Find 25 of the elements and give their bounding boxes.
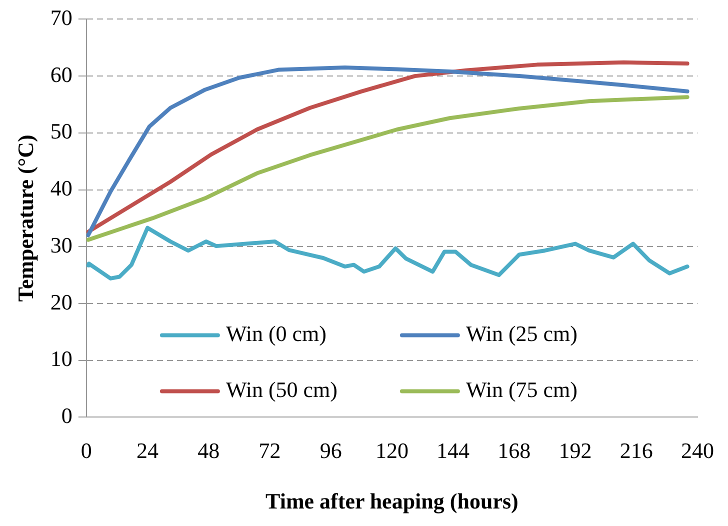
x-tick-label: 216 bbox=[620, 438, 653, 464]
x-tick-label: 168 bbox=[498, 438, 531, 464]
y-tick-label: 40 bbox=[50, 176, 72, 201]
x-tick-label: 192 bbox=[558, 438, 592, 464]
y-axis-title: Temperature (°C) bbox=[12, 134, 38, 302]
y-tick-label: 30 bbox=[50, 232, 72, 258]
x-tick-label: 120 bbox=[375, 438, 408, 464]
x-axis-title: Time after heaping (hours) bbox=[266, 488, 518, 514]
legend-label: Win (75 cm) bbox=[466, 376, 578, 402]
y-tick-label: 20 bbox=[50, 289, 72, 314]
x-tick-label: 48 bbox=[198, 438, 220, 464]
x-tick-label: 0 bbox=[80, 438, 92, 464]
legend-label: Win (25 cm) bbox=[466, 320, 578, 346]
y-tick-label: 70 bbox=[50, 4, 72, 30]
x-tick-label: 72 bbox=[258, 438, 281, 464]
x-tick-label: 96 bbox=[320, 438, 342, 464]
y-tick-label: 10 bbox=[50, 346, 72, 372]
legend-label: Win (0 cm) bbox=[226, 320, 326, 346]
y-tick-label: 0 bbox=[61, 402, 72, 428]
y-tick-label: 50 bbox=[50, 118, 72, 144]
x-tick-label: 24 bbox=[136, 438, 159, 464]
y-tick-label: 60 bbox=[50, 62, 72, 87]
x-tick-label: 240 bbox=[681, 438, 714, 464]
legend-label: Win (50 cm) bbox=[226, 376, 338, 402]
x-tick-label: 144 bbox=[436, 438, 470, 464]
